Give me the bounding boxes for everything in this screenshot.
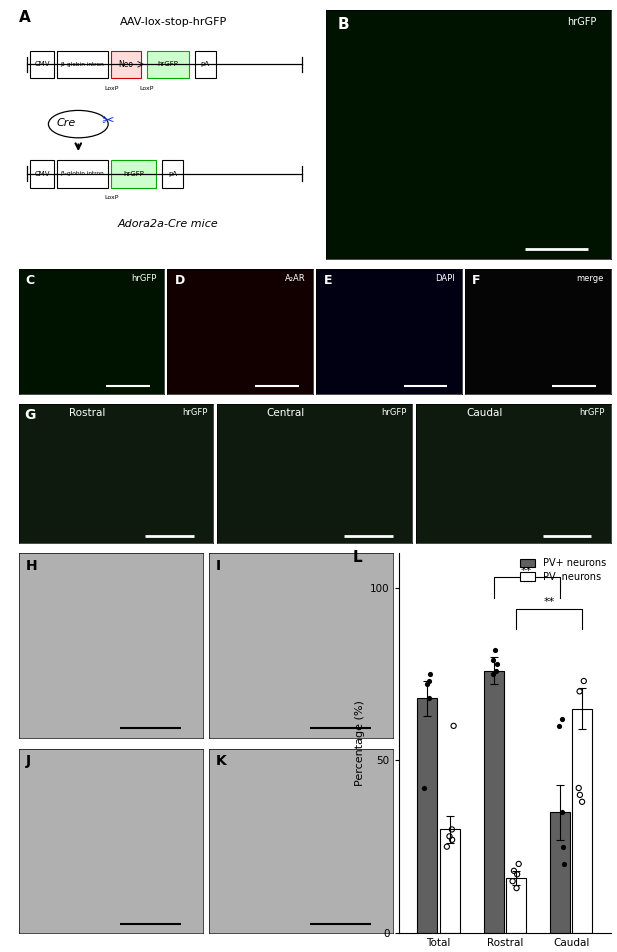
FancyBboxPatch shape (111, 50, 141, 78)
Text: L: L (352, 549, 362, 565)
Text: A₂AR: A₂AR (285, 274, 306, 283)
Ellipse shape (48, 110, 108, 138)
Point (558, 839, 568, 854)
FancyBboxPatch shape (57, 160, 108, 188)
Text: D: D (175, 274, 185, 288)
Point (492, 656, 502, 671)
Point (574, 781, 584, 796)
Point (577, 794, 587, 809)
Text: pA: pA (201, 61, 210, 68)
Point (509, 863, 519, 879)
Point (444, 828, 454, 843)
Text: Neo: Neo (118, 60, 134, 69)
Text: pA: pA (168, 171, 177, 177)
Text: **: ** (521, 565, 532, 576)
Point (574, 684, 584, 699)
Point (422, 677, 432, 692)
Text: hrGFP: hrGFP (567, 17, 597, 27)
FancyBboxPatch shape (195, 50, 216, 78)
Text: ✂: ✂ (102, 113, 115, 128)
Point (491, 663, 501, 678)
Text: A: A (19, 10, 30, 25)
Point (511, 881, 521, 896)
Bar (573, 708, 592, 933)
Bar (506, 878, 526, 933)
FancyBboxPatch shape (111, 160, 156, 188)
Bar (484, 670, 503, 933)
Bar (440, 829, 460, 933)
Text: G: G (24, 408, 36, 423)
Text: F: F (472, 274, 481, 288)
FancyBboxPatch shape (30, 160, 54, 188)
Text: hrGFP: hrGFP (182, 408, 207, 418)
Text: DAPI: DAPI (435, 274, 455, 283)
Text: Adora2a-Cre mice: Adora2a-Cre mice (118, 219, 218, 228)
Point (490, 643, 500, 658)
Bar (550, 812, 569, 933)
Text: Cre: Cre (57, 118, 76, 128)
Point (425, 666, 435, 682)
Point (514, 856, 524, 871)
Point (557, 711, 567, 726)
Point (575, 787, 585, 803)
Legend: PV+ neurons, PV- neurons: PV+ neurons, PV- neurons (520, 558, 606, 582)
Point (419, 781, 429, 796)
Text: CMV: CMV (35, 171, 50, 177)
Point (447, 832, 457, 847)
Text: β-globin intron: β-globin intron (62, 62, 104, 67)
Text: LoxP: LoxP (104, 195, 118, 200)
Text: K: K (216, 754, 227, 768)
Text: H: H (26, 559, 38, 573)
FancyBboxPatch shape (162, 160, 183, 188)
Point (487, 653, 497, 668)
Text: merge: merge (576, 274, 603, 283)
Point (557, 804, 567, 820)
Text: hrGFP: hrGFP (381, 408, 406, 418)
Text: **: ** (544, 597, 555, 606)
Point (424, 673, 434, 688)
FancyBboxPatch shape (30, 50, 54, 78)
Point (553, 718, 563, 733)
Text: LoxP: LoxP (140, 86, 154, 90)
Text: J: J (26, 754, 31, 768)
FancyBboxPatch shape (57, 50, 108, 78)
Point (558, 856, 568, 871)
Text: I: I (216, 559, 221, 573)
Text: hrGFP: hrGFP (579, 408, 605, 418)
Text: CMV: CMV (35, 61, 50, 68)
Text: hrGFP: hrGFP (157, 61, 178, 68)
Point (512, 866, 522, 882)
Bar (417, 698, 437, 933)
Point (442, 839, 452, 854)
Point (508, 874, 518, 889)
Text: Rostral: Rostral (68, 408, 105, 419)
Point (424, 690, 434, 705)
Text: hrGFP: hrGFP (132, 274, 157, 283)
Text: B: B (337, 17, 349, 32)
Point (488, 666, 498, 682)
Y-axis label: Percentage (%): Percentage (%) (355, 701, 365, 786)
Text: hrGFP: hrGFP (123, 171, 144, 177)
FancyBboxPatch shape (147, 50, 189, 78)
Text: β-globin intron: β-globin intron (62, 171, 104, 176)
Text: C: C (26, 274, 35, 288)
Text: LoxP: LoxP (104, 86, 118, 90)
Point (449, 718, 458, 733)
Point (447, 822, 457, 837)
Text: Caudal: Caudal (466, 408, 502, 419)
Text: E: E (323, 274, 332, 288)
Text: Central: Central (267, 408, 305, 419)
Text: AAV-lox-stop-hrGFP: AAV-lox-stop-hrGFP (120, 17, 228, 27)
Point (579, 673, 589, 688)
